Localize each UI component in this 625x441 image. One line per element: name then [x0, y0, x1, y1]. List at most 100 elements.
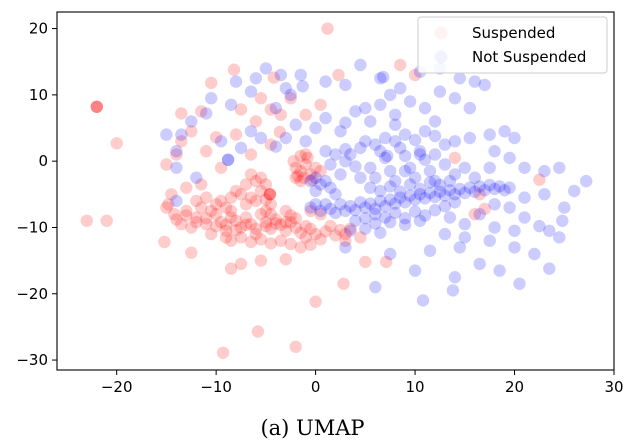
point-not-suspended — [359, 135, 372, 148]
point-suspended — [219, 224, 233, 237]
point-not-suspended — [344, 200, 357, 213]
point-suspended — [284, 237, 297, 251]
point-not-suspended — [354, 141, 367, 155]
point-not-suspended — [483, 178, 496, 192]
point-not-suspended — [384, 193, 397, 206]
point-suspended — [314, 233, 327, 246]
point-not-suspended — [443, 211, 457, 224]
point-not-suspended — [344, 148, 357, 161]
point-suspended — [254, 184, 268, 198]
point-not-suspended — [458, 186, 471, 200]
point-not-suspended — [488, 145, 501, 158]
point-suspended — [190, 211, 203, 224]
point-suspended — [180, 204, 193, 218]
point-not-suspended — [473, 180, 486, 193]
point-suspended — [90, 100, 104, 114]
point-suspended — [200, 191, 213, 204]
point-not-suspended — [329, 148, 342, 161]
point-not-suspended — [374, 98, 387, 112]
point-suspended — [205, 76, 218, 90]
point-not-suspended — [389, 135, 402, 148]
y-tick-label: 10 — [29, 86, 48, 104]
point-not-suspended — [473, 208, 486, 221]
point-suspended — [304, 204, 317, 218]
point-not-suspended — [354, 58, 367, 72]
point-not-suspended — [170, 194, 183, 208]
point-not-suspended — [468, 75, 481, 88]
point-not-suspended — [498, 184, 511, 197]
point-suspended — [224, 204, 238, 218]
point-suspended — [299, 148, 312, 161]
point-suspended — [314, 208, 327, 221]
point-suspended — [344, 222, 357, 235]
point-not-suspended — [403, 161, 417, 174]
point-suspended — [234, 257, 248, 271]
point-not-suspended — [359, 201, 372, 214]
point-suspended — [294, 241, 307, 254]
point-not-suspended — [364, 197, 377, 210]
point-suspended — [249, 227, 263, 241]
point-not-suspended — [369, 217, 382, 230]
point-not-suspended — [438, 189, 452, 202]
point-suspended — [264, 103, 277, 116]
point-suspended — [165, 188, 178, 201]
point-not-suspended — [508, 224, 521, 237]
point-not-suspended — [394, 82, 407, 95]
point-not-suspended — [556, 214, 569, 227]
point-suspended — [244, 235, 258, 249]
point-suspended — [205, 204, 218, 218]
point-suspended — [214, 194, 228, 208]
point-suspended — [289, 340, 302, 353]
point-not-suspended — [324, 181, 337, 194]
point-not-suspended — [453, 182, 466, 196]
point-suspended — [319, 225, 332, 238]
point-suspended — [180, 181, 193, 194]
point-suspended — [314, 98, 327, 112]
point-not-suspended — [314, 204, 327, 218]
point-suspended — [274, 108, 287, 122]
point-not-suspended — [329, 206, 342, 220]
point-not-suspended — [508, 131, 521, 145]
point-not-suspended — [279, 131, 292, 145]
point-suspended — [90, 100, 104, 114]
point-not-suspended — [339, 204, 352, 218]
point-suspended — [234, 103, 248, 116]
legend-marker-not-suspended — [434, 50, 448, 64]
point-not-suspended — [309, 121, 322, 135]
point-suspended — [287, 155, 300, 168]
point-suspended — [299, 231, 312, 244]
point-not-suspended — [438, 227, 452, 241]
point-not-suspended — [483, 234, 496, 247]
point-not-suspended — [458, 231, 471, 244]
point-suspended — [239, 218, 253, 231]
point-not-suspended — [493, 180, 506, 193]
point-suspended — [90, 100, 104, 114]
point-not-suspended — [418, 153, 432, 166]
point-suspended — [224, 234, 238, 247]
point-not-suspended — [463, 101, 476, 115]
point-suspended — [100, 214, 113, 227]
point-suspended — [229, 223, 243, 237]
point-not-suspended — [244, 125, 258, 138]
point-not-suspended — [538, 164, 551, 178]
point-suspended — [264, 222, 277, 235]
point-not-suspended — [324, 202, 337, 216]
point-suspended — [294, 164, 307, 178]
point-not-suspended — [319, 174, 332, 188]
point-suspended — [274, 218, 287, 231]
point-not-suspended — [453, 241, 466, 254]
point-not-suspended — [369, 208, 382, 221]
point-not-suspended — [254, 131, 268, 145]
point-not-suspended — [334, 198, 347, 211]
point-not-suspended — [568, 184, 581, 198]
point-not-suspended — [543, 224, 556, 237]
point-suspended — [160, 158, 173, 171]
point-not-suspended — [339, 116, 352, 129]
point-not-suspended — [478, 78, 491, 92]
x-tick-label: −10 — [200, 378, 232, 396]
point-not-suspended — [428, 115, 442, 128]
point-not-suspended — [334, 125, 347, 138]
y-tick-label: −20 — [16, 285, 48, 303]
point-suspended — [214, 216, 228, 229]
